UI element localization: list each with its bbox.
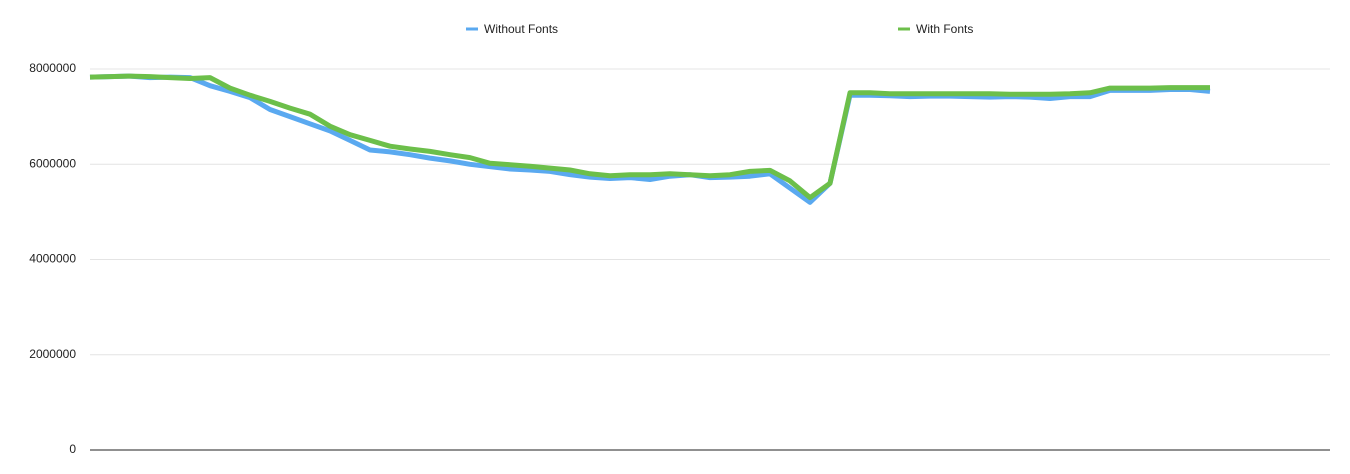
legend-label: Without Fonts bbox=[484, 22, 558, 36]
y-tick-label: 6000000 bbox=[29, 156, 76, 170]
y-tick-label: 4000000 bbox=[29, 252, 76, 266]
series-line bbox=[89, 73, 1210, 201]
y-tick-label: 0 bbox=[69, 442, 76, 456]
y-tick-label: 8000000 bbox=[29, 61, 76, 75]
y-tick-label: 2000000 bbox=[29, 347, 76, 361]
legend-label: With Fonts bbox=[916, 22, 973, 36]
series-line bbox=[89, 73, 1211, 205]
